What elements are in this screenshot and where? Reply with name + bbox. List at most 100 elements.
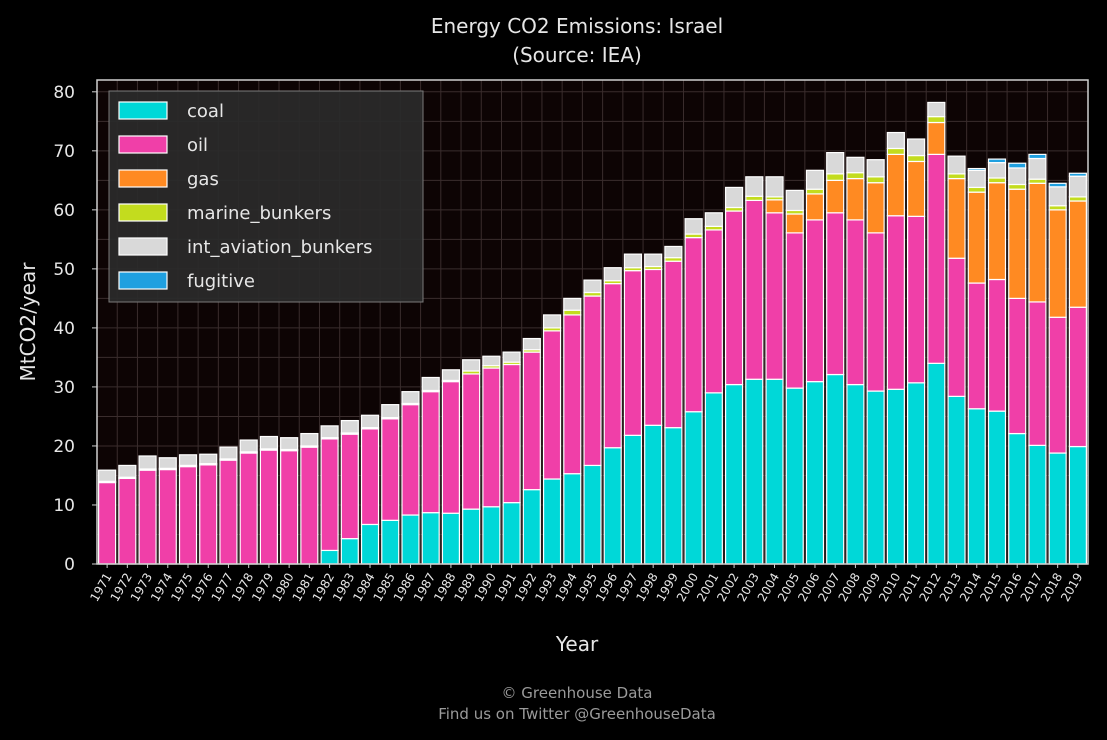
bar-int-aviation-bunkers-1975 [178,454,198,467]
bar-marine-bunkers-2016 [1008,183,1027,190]
bar-int-aviation-bunkers-2003 [745,176,764,197]
bar-coal-2005 [785,387,804,565]
bar-coal-2015 [987,410,1007,565]
bar-coal-1989 [462,508,481,565]
bar-oil-1984 [360,428,380,526]
legend-box [108,90,424,303]
bar-oil-1974 [158,468,177,565]
bar-oil-1988 [441,381,461,514]
bar-int-aviation-bunkers-1997 [623,253,643,269]
bar-int-aviation-bunkers-1982 [320,425,339,439]
bar-oil-1993 [542,330,562,480]
bar-gas-2016 [1008,188,1027,299]
bar-coal-1986 [401,514,420,565]
bar-int-aviation-bunkers-1989 [462,359,481,372]
bar-coal-1987 [421,512,440,565]
bar-marine-bunkers-2019 [1068,196,1087,202]
bar-oil-1991 [502,363,521,504]
bar-oil-2008 [846,219,865,386]
y-axis-label: MtCO2/year [16,262,40,382]
legend-swatch-int-aviation-bunkers [118,237,168,256]
bar-oil-1999 [664,260,683,429]
bar-int-aviation-bunkers-1976 [199,453,218,465]
bar-fugitive-2016 [1008,162,1027,169]
bar-int-aviation-bunkers-2008 [846,156,865,174]
bar-coal-2007 [826,373,845,565]
bar-oil-2011 [906,215,926,384]
bar-coal-2009 [866,390,885,565]
x-tick-label: 2019 [1058,571,1085,604]
bar-coal-2012 [927,362,946,565]
bar-gas-2006 [805,193,825,221]
bar-int-aviation-bunkers-2010 [886,131,905,150]
bar-coal-2003 [745,378,764,565]
bar-coal-1992 [522,489,541,565]
bar-int-aviation-bunkers-1987 [421,376,440,392]
bar-gas-2014 [967,191,986,284]
bar-gas-2010 [886,153,905,217]
y-tick-label: 80 [53,83,75,103]
bar-coal-2002 [724,383,744,565]
bar-int-aviation-bunkers-1973 [138,455,157,470]
bar-oil-1975 [178,466,198,565]
bar-marine-bunkers-2014 [967,186,986,193]
legend-label-coal: coal [187,101,224,122]
bar-coal-2006 [805,381,825,565]
bar-oil-1983 [340,433,359,540]
bar-oil-1971 [98,481,117,565]
bar-int-aviation-bunkers-2005 [785,189,804,212]
bar-int-aviation-bunkers-2007 [826,152,845,175]
bar-gas-2017 [1028,182,1047,303]
bar-marine-bunkers-2006 [805,188,825,195]
bar-marine-bunkers-2012 [927,115,946,124]
bar-marine-bunkers-2008 [846,172,865,180]
bar-int-aviation-bunkers-2015 [987,162,1007,179]
legend-label-gas: gas [187,169,219,190]
bar-oil-2003 [745,199,764,380]
bar-gas-2012 [927,121,946,155]
bar-coal-2010 [886,388,905,565]
bar-oil-2010 [886,215,905,390]
bar-int-aviation-bunkers-1992 [522,337,541,351]
bar-int-aviation-bunkers-2000 [684,218,703,235]
bar-oil-1986 [401,404,420,516]
bar-gas-2009 [866,182,885,234]
bar-gas-2007 [826,179,845,214]
bar-oil-1981 [300,446,319,565]
bar-int-aviation-bunkers-2012 [927,101,946,118]
legend-label-fugitive: fugitive [187,271,255,292]
bar-coal-1982 [320,549,339,565]
bar-int-aviation-bunkers-2019 [1068,175,1087,198]
y-tick-label: 30 [53,378,75,398]
bar-coal-1996 [603,447,622,565]
bar-oil-1973 [138,469,157,565]
bar-int-aviation-bunkers-1999 [664,245,683,259]
bar-int-aviation-bunkers-2014 [967,169,986,189]
bar-oil-2004 [765,212,784,380]
bar-int-aviation-bunkers-1977 [219,446,238,460]
bar-coal-2004 [765,378,784,565]
bar-int-aviation-bunkers-1985 [381,404,400,419]
bar-fugitive-2017 [1028,153,1047,160]
bar-oil-2009 [866,232,885,392]
bar-int-aviation-bunkers-2006 [805,169,825,190]
bar-coal-1988 [441,512,461,565]
bar-oil-2005 [785,232,804,389]
bar-int-aviation-bunkers-2009 [866,159,885,178]
bar-gas-2005 [785,213,804,234]
bar-marine-bunkers-2010 [886,147,905,155]
bar-int-aviation-bunkers-1979 [259,435,279,450]
bar-oil-1995 [583,295,602,467]
bar-int-aviation-bunkers-1983 [340,419,359,434]
bar-int-aviation-bunkers-2011 [906,138,926,157]
bar-int-aviation-bunkers-1984 [360,414,380,429]
bar-int-aviation-bunkers-1986 [401,391,420,405]
bar-oil-1989 [462,373,481,510]
bar-oil-2019 [1068,306,1087,448]
bar-coal-2019 [1068,445,1087,565]
bar-oil-2012 [927,153,946,364]
bar-coal-2016 [1008,432,1027,565]
bar-oil-2018 [1048,316,1067,454]
bar-int-aviation-bunkers-2004 [765,176,784,198]
bar-marine-bunkers-2015 [987,177,1007,184]
